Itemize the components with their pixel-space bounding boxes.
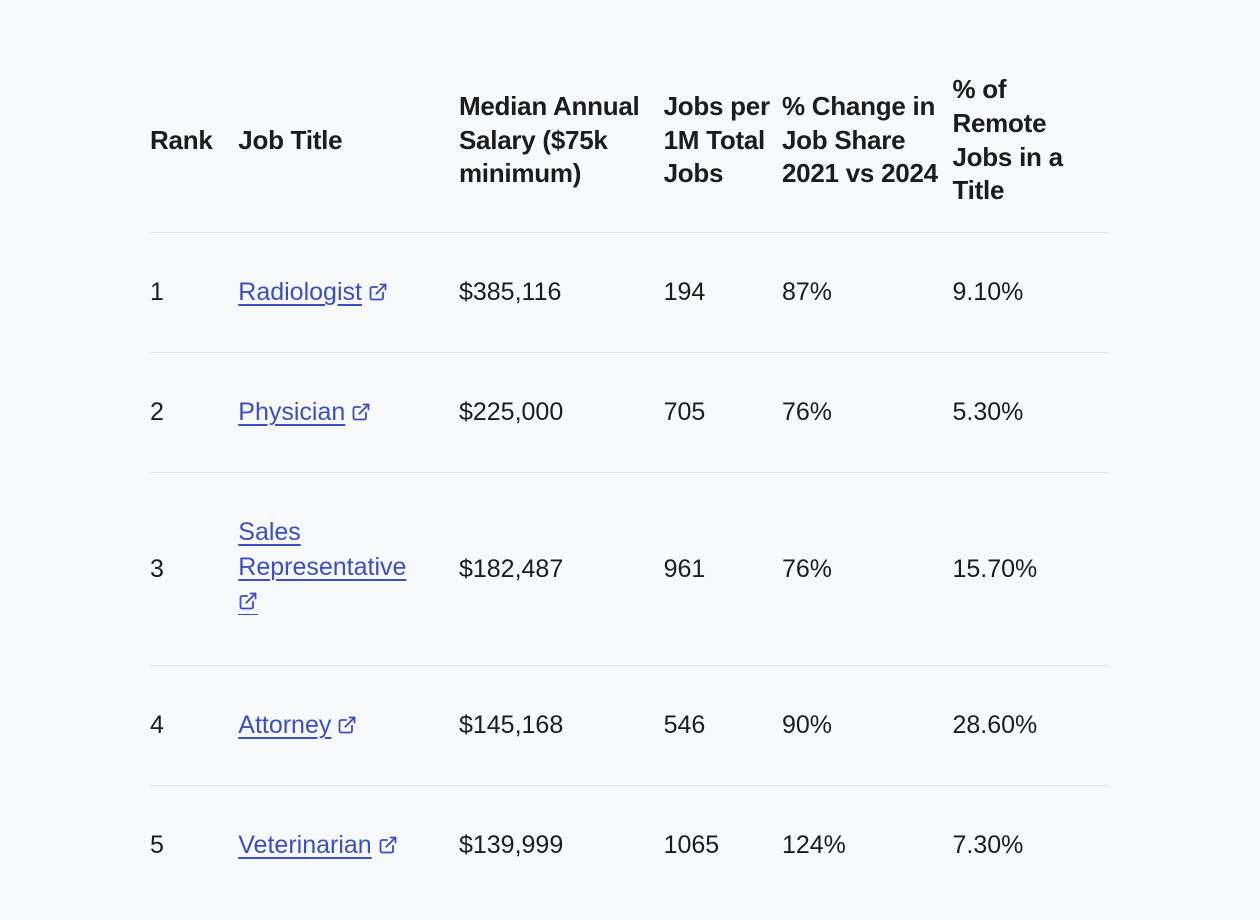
cell-jobs: 1065	[664, 786, 782, 906]
job-title-link[interactable]: Physician	[238, 398, 371, 426]
jobs-table: Rank Job Title Median Annual Salary ($75…	[150, 65, 1110, 905]
external-link-icon	[351, 402, 371, 422]
external-link-icon	[378, 835, 398, 855]
cell-job-title: Physician	[238, 353, 459, 473]
job-title-link[interactable]: Attorney	[238, 711, 357, 739]
external-link-icon	[337, 715, 357, 735]
cell-job-title: Sales Representative	[238, 473, 459, 666]
table-row: 1Radiologist $385,11619487%9.10%	[150, 233, 1110, 353]
job-title-link[interactable]: Radiologist	[238, 278, 388, 306]
job-title-link[interactable]: Veterinarian	[238, 831, 397, 859]
cell-jobs: 705	[664, 353, 782, 473]
cell-jobs: 194	[664, 233, 782, 353]
cell-jobs: 546	[664, 666, 782, 786]
col-header-change: % Change in Job Share 2021 vs 2024	[782, 65, 953, 233]
cell-rank: 3	[150, 473, 238, 666]
job-title-text: Attorney	[238, 711, 331, 739]
cell-change: 76%	[782, 353, 953, 473]
cell-remote: 7.30%	[952, 786, 1110, 906]
cell-remote: 5.30%	[952, 353, 1110, 473]
cell-job-title: Radiologist	[238, 233, 459, 353]
cell-change: 90%	[782, 666, 953, 786]
job-title-text: Veterinarian	[238, 831, 371, 859]
table-row: 4Attorney $145,16854690%28.60%	[150, 666, 1110, 786]
cell-jobs: 961	[664, 473, 782, 666]
external-link-icon	[238, 591, 258, 615]
external-link-icon	[368, 282, 388, 302]
cell-remote: 28.60%	[952, 666, 1110, 786]
cell-salary: $139,999	[459, 786, 664, 906]
cell-remote: 15.70%	[952, 473, 1110, 666]
job-title-text: Physician	[238, 398, 345, 426]
job-title-link[interactable]: Sales Representative	[238, 518, 406, 581]
cell-rank: 4	[150, 666, 238, 786]
cell-remote: 9.10%	[952, 233, 1110, 353]
table-row: 3Sales Representative $182,48796176%15.70…	[150, 473, 1110, 666]
table-row: 5Veterinarian $139,9991065124%7.30%	[150, 786, 1110, 906]
col-header-rank: Rank	[150, 65, 238, 233]
cell-rank: 2	[150, 353, 238, 473]
cell-job-title: Attorney	[238, 666, 459, 786]
col-header-salary: Median Annual Salary ($75k minimum)	[459, 65, 664, 233]
job-title-text: Radiologist	[238, 278, 362, 306]
col-header-remote: % of Remote Jobs in a Title	[952, 65, 1110, 233]
cell-job-title: Veterinarian	[238, 786, 459, 906]
table-header-row: Rank Job Title Median Annual Salary ($75…	[150, 65, 1110, 233]
cell-rank: 5	[150, 786, 238, 906]
cell-salary: $385,116	[459, 233, 664, 353]
cell-change: 87%	[782, 233, 953, 353]
cell-change: 124%	[782, 786, 953, 906]
cell-change: 76%	[782, 473, 953, 666]
cell-salary: $145,168	[459, 666, 664, 786]
table-row: 2Physician $225,00070576%5.30%	[150, 353, 1110, 473]
col-header-title: Job Title	[238, 65, 459, 233]
cell-salary: $182,487	[459, 473, 664, 666]
table-body: 1Radiologist$385,11619487%9.10%2Physicia…	[150, 233, 1110, 906]
cell-salary: $225,000	[459, 353, 664, 473]
col-header-jobs: Jobs per 1M Total Jobs	[664, 65, 782, 233]
cell-rank: 1	[150, 233, 238, 353]
